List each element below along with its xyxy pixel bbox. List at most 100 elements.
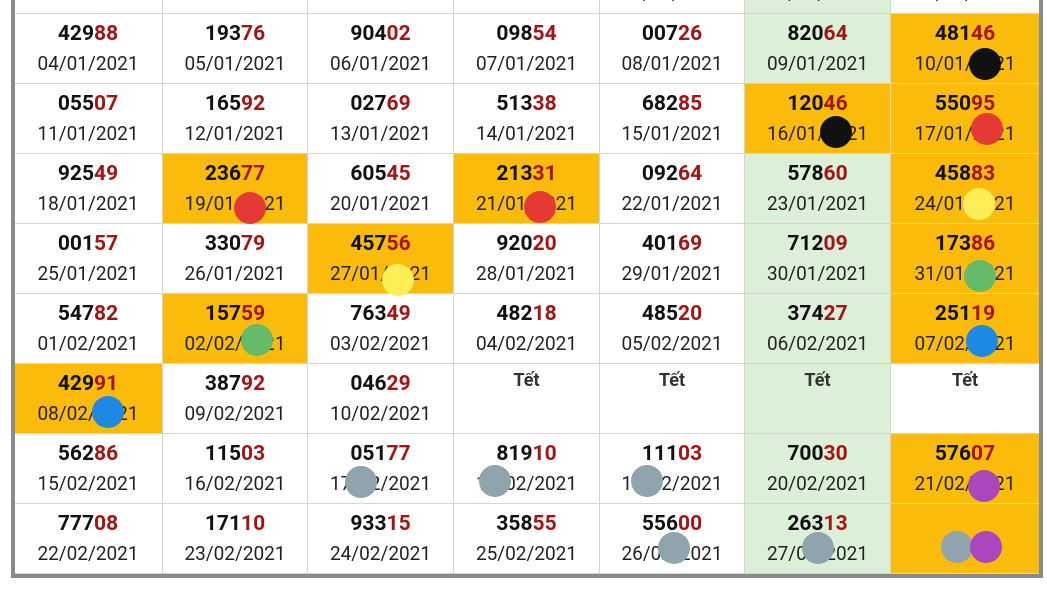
result-number: 00157: [57, 232, 119, 256]
result-number: 56286: [57, 442, 119, 466]
dot: [970, 531, 1002, 563]
table-cell: 76349 03/02/2021: [308, 294, 454, 364]
result-number: 17110: [204, 512, 266, 536]
table-cell: 03/01/2021: [891, 0, 1040, 14]
result-number: 38792: [204, 372, 266, 396]
result-number: 16592: [204, 92, 266, 116]
result-number: 77708: [57, 512, 119, 536]
result-number: 48146: [934, 22, 996, 46]
result-date: 20/01/2021: [329, 192, 432, 215]
result-number: 60545: [350, 162, 411, 186]
result-number: 23677: [204, 162, 266, 186]
result-date: 11/01/2021: [37, 122, 139, 145]
table-cell: Tết: [454, 364, 600, 434]
table-cell: 00157 25/01/2021: [14, 224, 163, 294]
dot: [382, 264, 414, 296]
result-number: 05177: [350, 442, 411, 466]
table-cell: 38792 09/02/2021: [163, 364, 308, 434]
table-cell: 92549 18/01/2021: [14, 154, 163, 224]
dot: [802, 532, 834, 564]
result-number: 00726: [641, 22, 703, 46]
table-cell: 55095 17/01/2021: [891, 84, 1040, 154]
dot: [966, 325, 998, 357]
dot: [234, 192, 266, 224]
table-cell: [14, 0, 163, 14]
holiday-label: Tết: [951, 370, 979, 391]
result-date: 21/02/2021: [914, 472, 1016, 495]
result-date: 03/01/2021: [891, 0, 1039, 5]
result-number: 55095: [934, 92, 996, 116]
result-number: 57607: [934, 442, 996, 466]
table-cell: 17110 23/02/2021: [163, 504, 308, 574]
result-date: 24/02/2021: [329, 542, 432, 565]
result-number: 90402: [350, 22, 411, 46]
table-cell: 56286 15/02/2021: [14, 434, 163, 504]
table-cell: 48218 04/02/2021: [454, 294, 600, 364]
result-date: 14/01/2021: [475, 122, 578, 145]
table-cell: 81910 18/02/2021: [454, 434, 600, 504]
dot: [479, 465, 511, 497]
table-cell: 48520 05/02/2021: [600, 294, 745, 364]
result-date: 26/01/2021: [184, 262, 286, 285]
table-cell: 42991 08/02/2021: [14, 364, 163, 434]
result-number: 54782: [57, 302, 119, 326]
table-cell: 37427 06/02/2021: [745, 294, 891, 364]
table-cell: 45756 27/01/2021: [308, 224, 454, 294]
result-date: 07/02/2021: [914, 332, 1016, 355]
result-date: 12/01/2021: [184, 122, 286, 145]
table-cell: 09854 07/01/2021: [454, 14, 600, 84]
result-date: 20/02/2021: [766, 472, 869, 495]
dot: [971, 113, 1003, 145]
table-cell: 33079 26/01/2021: [163, 224, 308, 294]
result-number: 92549: [57, 162, 119, 186]
dot: [968, 470, 1000, 502]
result-number: 25119: [934, 302, 996, 326]
holiday-label: Tết: [658, 370, 686, 391]
result-number: 17386: [934, 232, 996, 256]
result-date: 02/01/2021: [745, 0, 890, 5]
table-cell: 05177 17/02/2021: [308, 434, 454, 504]
result-number: 81910: [496, 442, 557, 466]
table-cell: 12046 16/01/2021: [745, 84, 891, 154]
result-date: 23/02/2021: [184, 542, 286, 565]
result-number: 35855: [496, 512, 557, 536]
result-number: 09854: [496, 22, 557, 46]
dot: [963, 188, 995, 220]
result-date: 01/02/2021: [37, 332, 139, 355]
table-cell: 54782 01/02/2021: [14, 294, 163, 364]
result-number: 57860: [787, 162, 848, 186]
dot: [631, 465, 663, 497]
table-cell: 42988 04/01/2021: [14, 14, 163, 84]
result-number: 82064: [787, 22, 848, 46]
result-date: 08/01/2021: [621, 52, 723, 75]
result-date: 17/01/2021: [914, 122, 1016, 145]
table-cell: [163, 0, 308, 14]
result-number: 93315: [350, 512, 411, 536]
result-number: 48218: [496, 302, 557, 326]
result-number: 19376: [204, 22, 266, 46]
table-cell: 92020 28/01/2021: [454, 224, 600, 294]
table-cell: Tết: [745, 364, 891, 434]
table-cell: 25119 07/02/2021: [891, 294, 1040, 364]
result-date: 09/01/2021: [766, 52, 869, 75]
result-number: 02769: [350, 92, 411, 116]
table-cell: 00726 08/01/2021: [600, 14, 745, 84]
result-date: 10/02/2021: [329, 402, 432, 425]
table-cell: 70030 20/02/2021: [745, 434, 891, 504]
dot: [964, 260, 996, 292]
dot: [941, 531, 973, 563]
result-date: 07/01/2021: [475, 52, 578, 75]
table-cell: 11503 16/02/2021: [163, 434, 308, 504]
result-date: 16/01/2021: [766, 122, 869, 145]
table-cell: 60545 20/01/2021: [308, 154, 454, 224]
result-date: 03/02/2021: [329, 332, 432, 355]
table-cell: 16592 12/01/2021: [163, 84, 308, 154]
result-number: 11103: [641, 442, 703, 466]
result-number: 12046: [787, 92, 848, 116]
result-number: 68285: [641, 92, 703, 116]
dot: [658, 532, 690, 564]
dot: [241, 324, 273, 356]
result-date: 04/02/2021: [475, 332, 578, 355]
